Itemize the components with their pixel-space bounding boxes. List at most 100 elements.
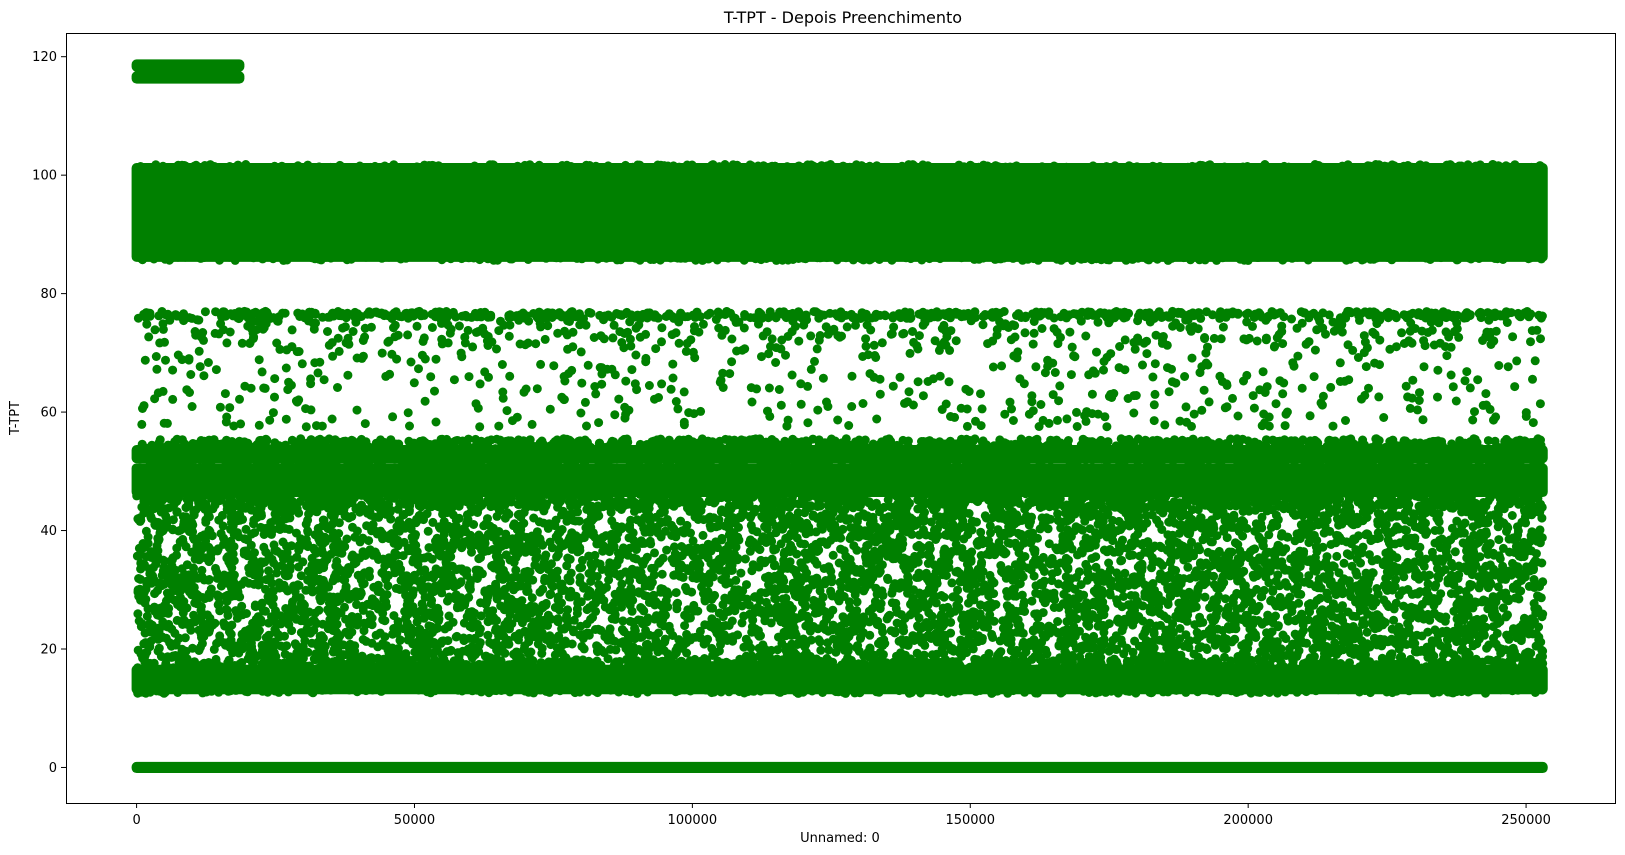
data-point xyxy=(360,419,370,429)
data-point xyxy=(652,435,662,445)
data-point xyxy=(1318,391,1328,401)
data-point xyxy=(1200,592,1210,602)
data-point xyxy=(448,307,458,317)
data-point xyxy=(1037,324,1047,333)
data-point xyxy=(1401,311,1410,321)
data-point xyxy=(1483,436,1493,446)
data-point xyxy=(483,341,493,350)
data-point xyxy=(187,402,197,411)
data-point xyxy=(1185,309,1195,319)
data-point xyxy=(1216,334,1226,344)
data-point xyxy=(1255,309,1265,319)
data-point xyxy=(1175,323,1185,332)
data-point xyxy=(937,405,947,414)
data-point xyxy=(1360,307,1370,317)
data-point xyxy=(1417,326,1427,336)
data-point xyxy=(139,309,149,319)
data-point xyxy=(617,338,627,347)
data-point xyxy=(1055,381,1065,391)
data-point xyxy=(861,341,871,351)
data-point xyxy=(440,624,450,634)
data-point xyxy=(781,350,790,360)
data-point xyxy=(287,325,297,335)
data-point xyxy=(1087,389,1097,399)
data-point xyxy=(301,422,311,432)
data-point xyxy=(1374,392,1384,402)
data-point xyxy=(319,375,329,385)
data-point xyxy=(384,336,394,346)
data-point xyxy=(747,397,757,407)
data-point xyxy=(449,375,459,385)
data-point xyxy=(962,421,972,431)
data-point xyxy=(1066,370,1076,380)
data-point xyxy=(1478,336,1488,345)
data-point xyxy=(918,391,928,401)
data-point xyxy=(1092,310,1102,320)
data-point xyxy=(306,405,316,415)
data-point xyxy=(818,373,828,383)
data-point xyxy=(1149,400,1159,410)
data-point xyxy=(962,404,972,414)
data-point xyxy=(952,309,961,319)
data-point xyxy=(154,311,164,321)
data-point xyxy=(584,308,594,317)
data-point xyxy=(1446,370,1456,380)
data-point xyxy=(1528,418,1538,428)
data-point xyxy=(414,364,423,374)
data-point xyxy=(281,414,291,424)
data-point xyxy=(1305,411,1315,421)
data-point xyxy=(409,378,419,388)
data-point xyxy=(1277,321,1287,331)
data-point xyxy=(997,361,1007,371)
data-point xyxy=(1077,307,1087,317)
data-point xyxy=(1031,554,1041,564)
data-point xyxy=(766,342,775,351)
data-point xyxy=(1158,508,1168,518)
data-point xyxy=(858,352,868,361)
data-point xyxy=(1255,385,1265,395)
data-point xyxy=(597,379,607,389)
data-point xyxy=(1261,333,1271,343)
data-point xyxy=(1433,365,1443,375)
data-point xyxy=(1401,436,1411,446)
data-point xyxy=(576,408,586,418)
data-point xyxy=(423,526,433,536)
data-point xyxy=(1067,342,1077,352)
data-point xyxy=(621,376,631,386)
data-point xyxy=(1195,368,1205,378)
data-point xyxy=(727,357,737,367)
data-point xyxy=(1048,390,1058,400)
data-point xyxy=(718,383,728,392)
data-point xyxy=(140,355,150,365)
data-point xyxy=(1407,393,1417,403)
data-point xyxy=(306,374,316,384)
data-point xyxy=(887,329,897,339)
data-point xyxy=(1027,391,1037,401)
data-point xyxy=(190,327,200,336)
data-point xyxy=(626,341,636,351)
data-point xyxy=(1028,406,1038,416)
data-point xyxy=(450,436,460,446)
data-point xyxy=(1473,375,1483,385)
data-point xyxy=(137,419,147,429)
data-point xyxy=(333,383,342,392)
data-point xyxy=(1309,308,1319,318)
data-point xyxy=(1530,356,1540,366)
data-point xyxy=(313,368,323,378)
data-point xyxy=(199,371,209,381)
data-point xyxy=(1512,356,1522,366)
data-point xyxy=(670,313,680,323)
data-point xyxy=(1015,442,1025,452)
data-point xyxy=(1036,400,1046,409)
data-point xyxy=(966,316,976,326)
data-point xyxy=(327,338,337,348)
data-point xyxy=(1148,372,1158,382)
data-point xyxy=(1258,367,1268,377)
data-point xyxy=(823,329,833,339)
data-point xyxy=(498,387,508,397)
data-point xyxy=(304,316,313,326)
data-point xyxy=(1167,364,1176,374)
data-point xyxy=(955,438,965,448)
data-point xyxy=(1415,388,1424,398)
data-point xyxy=(463,325,473,335)
